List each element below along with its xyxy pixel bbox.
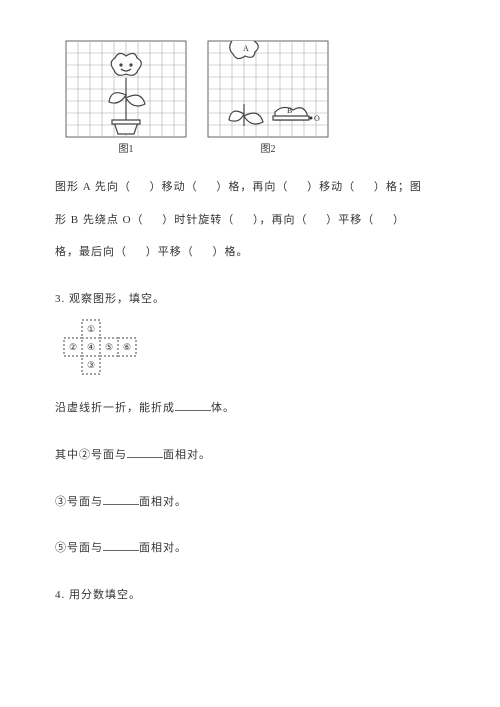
figures-row: 图1 A (65, 40, 445, 155)
q3-line-1: 沿虚线折一折，能折成体。 (55, 394, 445, 423)
blank-input[interactable] (103, 540, 139, 551)
figure-1-svg (65, 40, 187, 138)
blank-input[interactable] (127, 447, 163, 458)
blank-input[interactable] (103, 494, 139, 505)
net-cell-1: ① (87, 324, 95, 334)
net-cell-4: ④ (87, 342, 95, 352)
cube-net-svg: ① ② ④ ⑤ ⑥ ③ (63, 319, 143, 379)
q3-line-3: ③号面与面相对。 (55, 488, 445, 517)
label-o: O (314, 114, 320, 123)
figure-2: A B O 图2 (207, 40, 329, 155)
label-a: A (243, 44, 249, 53)
q3-line-4: ⑤号面与面相对。 (55, 534, 445, 563)
q-transform-line-1: 图形 A 先向（ ）移动（ ）格，再向（ ）移动（ ）格；图 (55, 173, 445, 202)
net-cell-6: ⑥ (123, 342, 131, 352)
blank-input[interactable] (175, 400, 211, 411)
figure-1-label: 图1 (65, 140, 187, 155)
net-cell-3: ③ (87, 360, 95, 370)
figure-2-label: 图2 (207, 140, 329, 155)
figure-1: 图1 (65, 40, 187, 155)
q4-title: 4. 用分数填空。 (55, 581, 445, 610)
figure-2-svg: A B O (207, 40, 329, 138)
q3-title: 3. 观察图形，填空。 (55, 285, 445, 314)
q-transform-line-2: 形 B 先绕点 O（ ）时针旋转（ ），再向（ ）平移（ ） (55, 206, 445, 235)
q3-line-2: 其中②号面与面相对。 (55, 441, 445, 470)
q-transform-line-3: 格，最后向（ ）平移（ ）格。 (55, 238, 445, 267)
label-b: B (287, 106, 292, 115)
page-content: 图1 A (0, 0, 500, 643)
cube-net: ① ② ④ ⑤ ⑥ ③ (63, 319, 445, 382)
net-cell-5: ⑤ (105, 342, 113, 352)
net-cell-2: ② (69, 342, 77, 352)
